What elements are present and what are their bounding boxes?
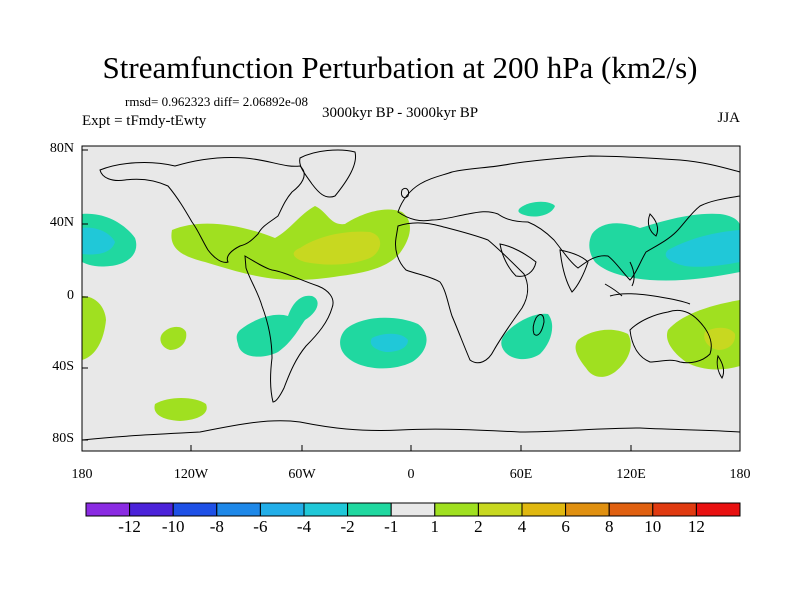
contour-negative-pacific-core [82,227,115,255]
colorbar-label: 2 [474,517,483,536]
colorbar-swatch [347,502,392,517]
lon-tick-0: 0 [407,467,415,482]
contour-positive-west-edge [82,296,106,360]
colorbar-swatch [521,502,567,517]
colorbar-label: 6 [561,517,570,536]
colorbar [85,502,741,517]
colorbar-swatch [695,502,741,517]
coast-india [559,249,589,293]
colorbar-label: 8 [604,517,614,536]
colorbar-swatch [434,502,479,517]
experiment-text: Expt = tFmdy-tEwty [82,113,207,129]
colorbar-label: -4 [296,517,312,536]
contour-negative-mideast [518,201,555,217]
lat-tick-80n: 80N [49,141,74,156]
contour-negative-south-africa [501,313,553,360]
colorbar-label: -6 [253,517,268,536]
colorbar-swatch [565,502,610,517]
colorbar-swatch [129,502,174,517]
contour-positive-indian-ocean [575,329,631,377]
colorbar-label: 12 [687,517,705,536]
coast-madagascar [532,314,545,336]
colorbar-swatch [259,502,305,517]
coast-south-america [244,255,334,403]
lat-tick-40n: 40N [49,215,74,230]
contour-negative-asia-core [665,230,740,267]
lon-tick-120w: 120W [173,467,209,482]
coast-arabia [499,243,537,277]
lat-tick-40s: 40S [52,359,74,374]
colorbar-swatch [608,502,654,517]
colorbar-swatch [477,502,523,517]
contour-positive-far-south [154,398,207,421]
coastlines [82,149,740,441]
coast-eurasia [397,155,740,281]
lon-tick-60w: 60W [288,467,316,482]
lat-tick-80s: 80S [52,431,74,446]
colorbar-label: -10 [161,517,185,536]
colorbar-label: 1 [430,517,440,536]
contour-negative-south-atlantic-core [370,333,408,352]
coast-australia [629,309,712,364]
colorbar-label: -8 [209,517,224,536]
colorbar-label: 4 [517,517,527,536]
contour-fills [82,201,740,421]
season-label: JJA [717,110,740,126]
coast-indonesia [604,261,691,305]
coast-africa [395,222,529,364]
lon-tick-60e: 60E [509,467,533,482]
colorbar-label: -12 [118,517,141,536]
lat-tick-0: 0 [67,288,74,303]
coast-japan [647,213,659,237]
coast-greenland [299,149,357,198]
colorbar-swatch [303,502,349,517]
colorbar-label: 10 [644,517,662,536]
stats-text: rmsd= 0.962323 diff= 2.06892e-08 [125,94,309,109]
lon-tick-120e: 120E [616,467,646,482]
colorbar-label: -1 [384,517,399,536]
contour-negative-south-pacific [236,295,318,357]
coast-antarctica [82,420,740,441]
lon-tick-180e: 180 [729,467,751,482]
axis-ticks [82,149,632,451]
plot-title: Streamfunction Perturbation at 200 hPa (… [102,50,698,85]
coast-britain [401,187,409,199]
contour-positive-atlantic-core [293,231,381,265]
colorbar-label: -2 [340,517,355,536]
period-text: 3000kyr BP - 3000kyr BP [321,105,479,121]
colorbar-swatch [390,502,436,517]
coast-new-zealand [716,354,725,379]
colorbar-swatch [652,502,697,517]
contour-positive-small-pacific [160,326,187,350]
colorbar-swatch [85,502,131,517]
lon-tick-180w: 180 [71,467,93,482]
coast-north-america [99,157,305,263]
colorbar-swatch [216,502,261,517]
colorbar-swatch [172,502,218,517]
contour-positive-australia [666,300,740,370]
contour-positive-australia-core [704,327,736,350]
